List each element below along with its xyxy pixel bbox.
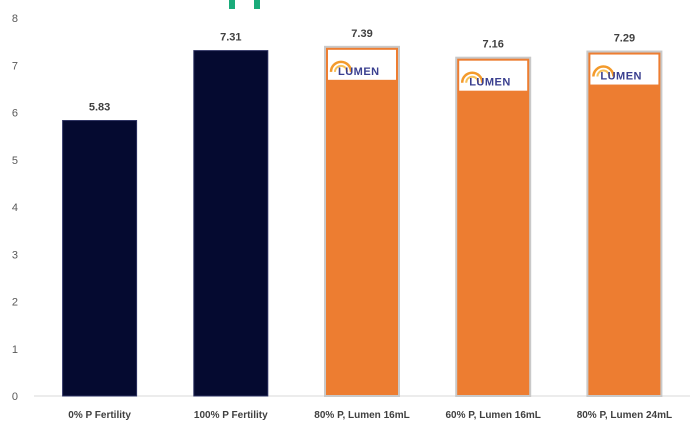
bar	[586, 50, 663, 398]
bar	[62, 120, 138, 397]
sun-inner-icon	[596, 69, 611, 77]
y-tick-label: 0	[12, 391, 18, 403]
category-labels: 0% P Fertility 100% P Fertility 80% P, Lum…	[68, 410, 672, 421]
bar	[324, 45, 400, 397]
category-label: 60% P, Lumen 16mL	[445, 410, 540, 421]
bar	[193, 50, 269, 397]
y-tick-label: 3	[12, 249, 18, 261]
sun-icon	[592, 65, 615, 77]
sun-inner-icon	[465, 75, 480, 83]
y-axis-ticks: 0 1 2 3 4 5 6 7 8	[12, 13, 18, 403]
data-label: 5.83	[89, 102, 110, 114]
y-tick-label: 4	[12, 202, 18, 214]
y-tick-label: 2	[12, 297, 18, 309]
lumen-logo: LUMEN	[590, 54, 659, 85]
bars: LUMEN LUMEN LUMEN	[62, 45, 663, 398]
logo-text: LUMEN	[600, 71, 642, 83]
category-label: 0% P Fertility	[68, 410, 131, 421]
category-label: 80% P, Lumen 24mL	[577, 410, 672, 421]
logo-background	[328, 49, 396, 80]
category-label: 100% P Fertility	[194, 410, 268, 421]
y-tick-label: 7	[12, 60, 18, 72]
logo-background	[459, 60, 528, 91]
top-mark-left	[229, 0, 235, 9]
sun-icon	[329, 60, 353, 72]
y-tick-label: 6	[12, 108, 18, 120]
sun-icon	[460, 71, 484, 83]
data-labels: 5.83 7.31 7.39 7.16 7.29	[89, 28, 635, 114]
category-label: 80% P, Lumen 16mL	[314, 410, 409, 421]
logo-background	[590, 54, 659, 85]
lumen-logo: LUMEN	[328, 49, 396, 80]
sun-inner-icon	[334, 64, 348, 72]
logo-text: LUMEN	[469, 77, 511, 89]
data-label: 7.39	[351, 28, 372, 40]
data-label: 7.29	[614, 33, 635, 45]
data-label: 7.16	[482, 39, 503, 51]
logo-text: LUMEN	[338, 66, 380, 78]
data-label: 7.31	[220, 32, 241, 44]
y-tick-label: 8	[12, 13, 18, 25]
top-partial-green-mark	[229, 0, 260, 9]
bar	[455, 56, 532, 397]
y-tick-label: 1	[12, 344, 18, 356]
lumen-logo: LUMEN	[459, 60, 528, 91]
top-mark-right	[254, 0, 260, 9]
y-tick-label: 5	[12, 155, 18, 167]
